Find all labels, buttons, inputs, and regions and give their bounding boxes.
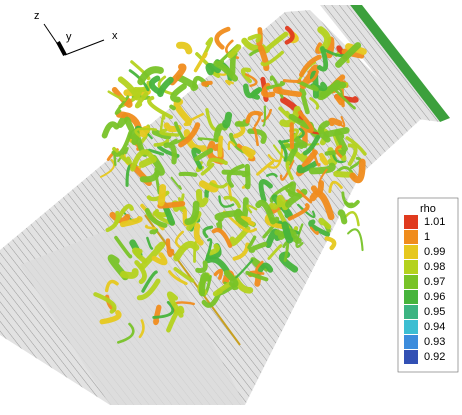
vortex-tube [327, 130, 347, 134]
vortex-tube [142, 159, 153, 164]
legend-title: rho [420, 203, 436, 215]
legend: rho 1.01 1 0.99 0.98 0.97 0.96 0.95 0.94 0.93 0.9… [398, 198, 458, 372]
vortex-tube [226, 115, 229, 125]
vortex-tube [217, 29, 229, 47]
x-label: x [112, 30, 118, 42]
vortex-tube [243, 219, 249, 220]
legend-swatch [404, 290, 418, 304]
legend-swatch [404, 260, 418, 274]
vortex-tube [272, 206, 276, 207]
vortex-tube [203, 83, 210, 85]
y-label: y [66, 31, 72, 43]
vortex-tube [337, 97, 341, 103]
legend-label: 0.99 [424, 246, 445, 258]
legend-label: 0.92 [424, 351, 445, 363]
legend-label: 0.95 [424, 306, 445, 318]
legend-label: 0.97 [424, 276, 445, 288]
legend-swatch [404, 215, 418, 229]
vortex-tube [348, 229, 362, 250]
vortex-tube [161, 187, 163, 203]
vortex-tube [247, 166, 248, 186]
vortex-tube [149, 98, 171, 117]
vortex-tube [152, 230, 157, 232]
legend-swatch [404, 275, 418, 289]
vortex-tube [156, 307, 159, 322]
vortex-tube [207, 191, 208, 196]
legend-label: 0.96 [424, 291, 445, 303]
vortex-tube [173, 86, 184, 99]
legend-swatch [404, 230, 418, 244]
legend-label: 1 [424, 231, 430, 243]
page: z y x rho 1.01 1 0.99 0.98 0.97 0.96 0.95 0.94 0… [0, 0, 462, 415]
vortex-tube [220, 138, 221, 155]
vortex-tube [336, 174, 350, 175]
y-axis [58, 42, 65, 55]
legend-label: 0.94 [424, 321, 445, 333]
vortex-tube [209, 66, 218, 72]
vortex-tube [284, 80, 300, 81]
vortex-tube [341, 212, 345, 221]
vortex-tube [327, 238, 334, 247]
legend-label: 1.01 [424, 216, 445, 228]
axes-triad: z y x [34, 10, 118, 55]
legend-label: 0.98 [424, 261, 445, 273]
vortex-tube [331, 121, 339, 123]
vortex-tube [171, 107, 174, 109]
vortex-tube [123, 271, 135, 275]
z-label: z [34, 10, 40, 22]
vortex-tube [226, 81, 232, 84]
visualization: z y x rho 1.01 1 0.99 0.98 0.97 0.96 0.95 0.94 0… [0, 0, 462, 410]
vortex-tube [115, 156, 116, 165]
vortex-tube [105, 124, 117, 135]
vortex-tube [180, 45, 189, 51]
legend-swatch [404, 245, 418, 259]
vortex-tube [127, 120, 131, 129]
vortex-tube [280, 198, 286, 207]
legend-label: 0.93 [424, 336, 445, 348]
legend-swatch [404, 350, 418, 364]
vortex-tube [181, 174, 196, 175]
vortex-tube [345, 212, 358, 225]
vortex-tube [327, 152, 344, 154]
legend-swatch [404, 305, 418, 319]
legend-swatch [404, 335, 418, 349]
vortex-tube [291, 185, 293, 194]
vortex-tube [237, 122, 246, 124]
legend-swatch [404, 320, 418, 334]
